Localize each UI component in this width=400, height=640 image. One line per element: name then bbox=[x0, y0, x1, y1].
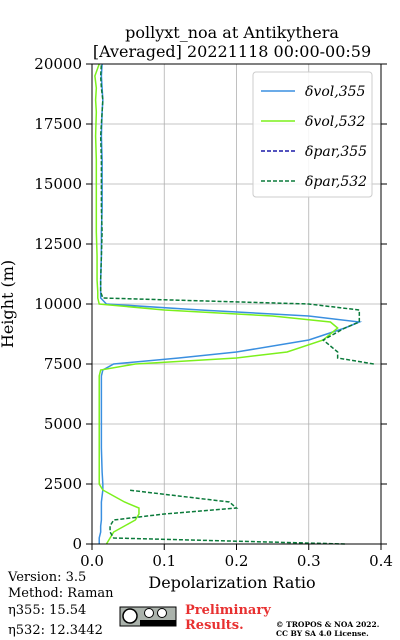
license: CC BY SA 4.0 License. bbox=[276, 629, 369, 638]
eta-532: η532: 12.3442 bbox=[8, 623, 103, 638]
x-tick-label: 0.1 bbox=[152, 552, 176, 570]
results: Results. bbox=[185, 618, 244, 633]
copyright: © TROPOS & NOA 2022. bbox=[276, 620, 379, 629]
y-tick-label: 0 bbox=[72, 535, 82, 553]
y-tick-label: 20000 bbox=[34, 55, 82, 73]
profile-line bbox=[99, 63, 374, 545]
preliminary: Preliminary bbox=[185, 603, 271, 618]
chart-subtitle: [Averaged] 20221118 00:00-00:59 bbox=[93, 42, 371, 61]
y-tick-label: 12500 bbox=[34, 235, 82, 253]
x-tick-label: 0.4 bbox=[369, 552, 393, 570]
legend-label: δpar,532 bbox=[305, 174, 367, 190]
plot: 0.0 0.1 0.2 0.3 0.4 0 2500 5000 7500 10000 12500 15… bbox=[34, 55, 393, 570]
x-tick-label: 0.2 bbox=[225, 552, 249, 570]
legend-label: δvol,355 bbox=[305, 84, 366, 100]
version: Version: 3.5 bbox=[7, 570, 86, 585]
x-tick-label: 0.3 bbox=[297, 552, 321, 570]
legend-label: δpar,355 bbox=[305, 144, 367, 160]
eta-355: η355: 15.54 bbox=[8, 603, 86, 618]
y-axis-label: Height (m) bbox=[0, 260, 17, 348]
y-tick-label: 7500 bbox=[44, 355, 82, 373]
profile-line bbox=[94, 63, 339, 545]
y-tick-label: 10000 bbox=[34, 295, 82, 313]
plot-frame bbox=[91, 63, 382, 545]
legend-box bbox=[252, 71, 373, 198]
y-tick-label: 5000 bbox=[44, 415, 82, 433]
x-axis-label: Depolarization Ratio bbox=[148, 573, 315, 592]
method: Method: Raman bbox=[8, 586, 114, 601]
y-tick-label: 2500 bbox=[44, 475, 82, 493]
y-tick-label: 17500 bbox=[34, 115, 82, 133]
x-tick-label: 0.0 bbox=[80, 552, 104, 570]
legend-label: δvol,532 bbox=[305, 114, 366, 130]
y-tick-label: 15000 bbox=[34, 175, 82, 193]
chart-title: pollyxt_noa at Antikythera bbox=[125, 23, 339, 42]
profile-line bbox=[98, 63, 363, 544]
legend: δvol,355 δvol,532 δpar,355 δpar,532 bbox=[252, 71, 373, 198]
cc-badge bbox=[119, 606, 177, 627]
